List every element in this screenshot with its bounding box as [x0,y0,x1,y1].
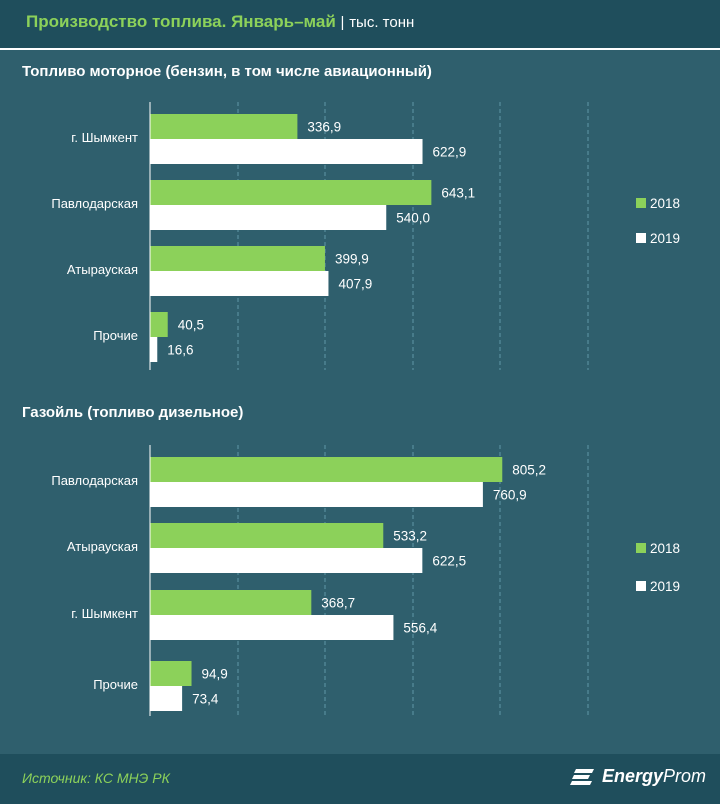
bar-2018-3 [150,246,325,271]
category-label: Прочие [93,328,138,343]
value-label-2018: 533,2 [393,529,427,544]
value-label-2019: 73,4 [192,692,219,707]
legend-label-2019: 2019 [650,231,680,246]
value-label-2018: 336,9 [307,120,341,135]
bar-2019-1 [150,139,423,164]
value-label-2018: 805,2 [512,463,546,478]
chart-title: Производство топлива. Январь–май | тыс. … [26,12,414,32]
logo-text-bold: Energy [601,766,663,786]
value-label-2018: 368,7 [321,596,355,611]
value-label-2019: 622,5 [432,554,466,569]
value-label-2018: 40,5 [178,318,204,333]
section-title-1: Топливо моторное (бензин, в том числе ав… [22,63,432,80]
bar-2019-4 [150,337,158,362]
value-label-2019: 407,9 [338,277,372,292]
energyprom-logo: Energy Prom [569,766,706,787]
bar-2018-2 [150,180,432,205]
bar-2018-1 [150,114,298,139]
bar-2019-2 [150,548,423,573]
legend-label-2018: 2018 [650,541,680,556]
bar-2018-2 [150,523,384,548]
chart-title-text: Производство топлива. Январь–май [26,12,336,31]
category-label: Атырауская [67,539,138,554]
value-label-2019: 16,6 [167,343,193,358]
legend-label-2019: 2019 [650,579,680,594]
legend-swatch-2019 [636,581,646,591]
legend-label-2018: 2018 [650,196,680,211]
unit-label: тыс. тонн [349,14,415,31]
value-label-2019: 540,0 [396,211,430,226]
header-bar: Производство топлива. Январь–май | тыс. … [0,0,720,50]
category-label: г. Шымкент [71,130,138,145]
bar-2019-4 [150,686,183,711]
bar-2019-3 [150,615,394,640]
category-label: Прочие [93,677,138,692]
logo-icon [569,768,594,785]
category-label: Атырауская [67,262,138,277]
value-label-2019: 556,4 [403,621,437,636]
bar-2018-1 [150,457,503,482]
bar-2019-1 [150,482,483,507]
title-separator: | [340,14,345,31]
source-note: Источник: КС МНЭ РК [22,770,170,786]
logo-text-thin: Prom [662,766,706,786]
bar-2018-4 [150,661,192,686]
value-label-2018: 643,1 [441,186,475,201]
category-label: Павлодарская [51,473,138,488]
value-label-2018: 399,9 [335,252,369,267]
value-label-2018: 94,9 [202,667,228,682]
footer-bar: Источник: КС МНЭ РК Energy Prom [0,754,720,804]
legend-swatch-2018 [636,543,646,553]
bar-2018-4 [150,312,168,337]
bar-2019-3 [150,271,329,296]
category-label: г. Шымкент [71,606,138,621]
value-label-2019: 622,9 [433,145,467,160]
legend-swatch-2018 [636,198,646,208]
value-label-2019: 760,9 [493,488,527,503]
legend-swatch-2019 [636,233,646,243]
bar-2019-2 [150,205,387,230]
section-title-2: Газойль (топливо дизельное) [22,404,243,421]
bar-2018-3 [150,590,312,615]
category-label: Павлодарская [51,196,138,211]
